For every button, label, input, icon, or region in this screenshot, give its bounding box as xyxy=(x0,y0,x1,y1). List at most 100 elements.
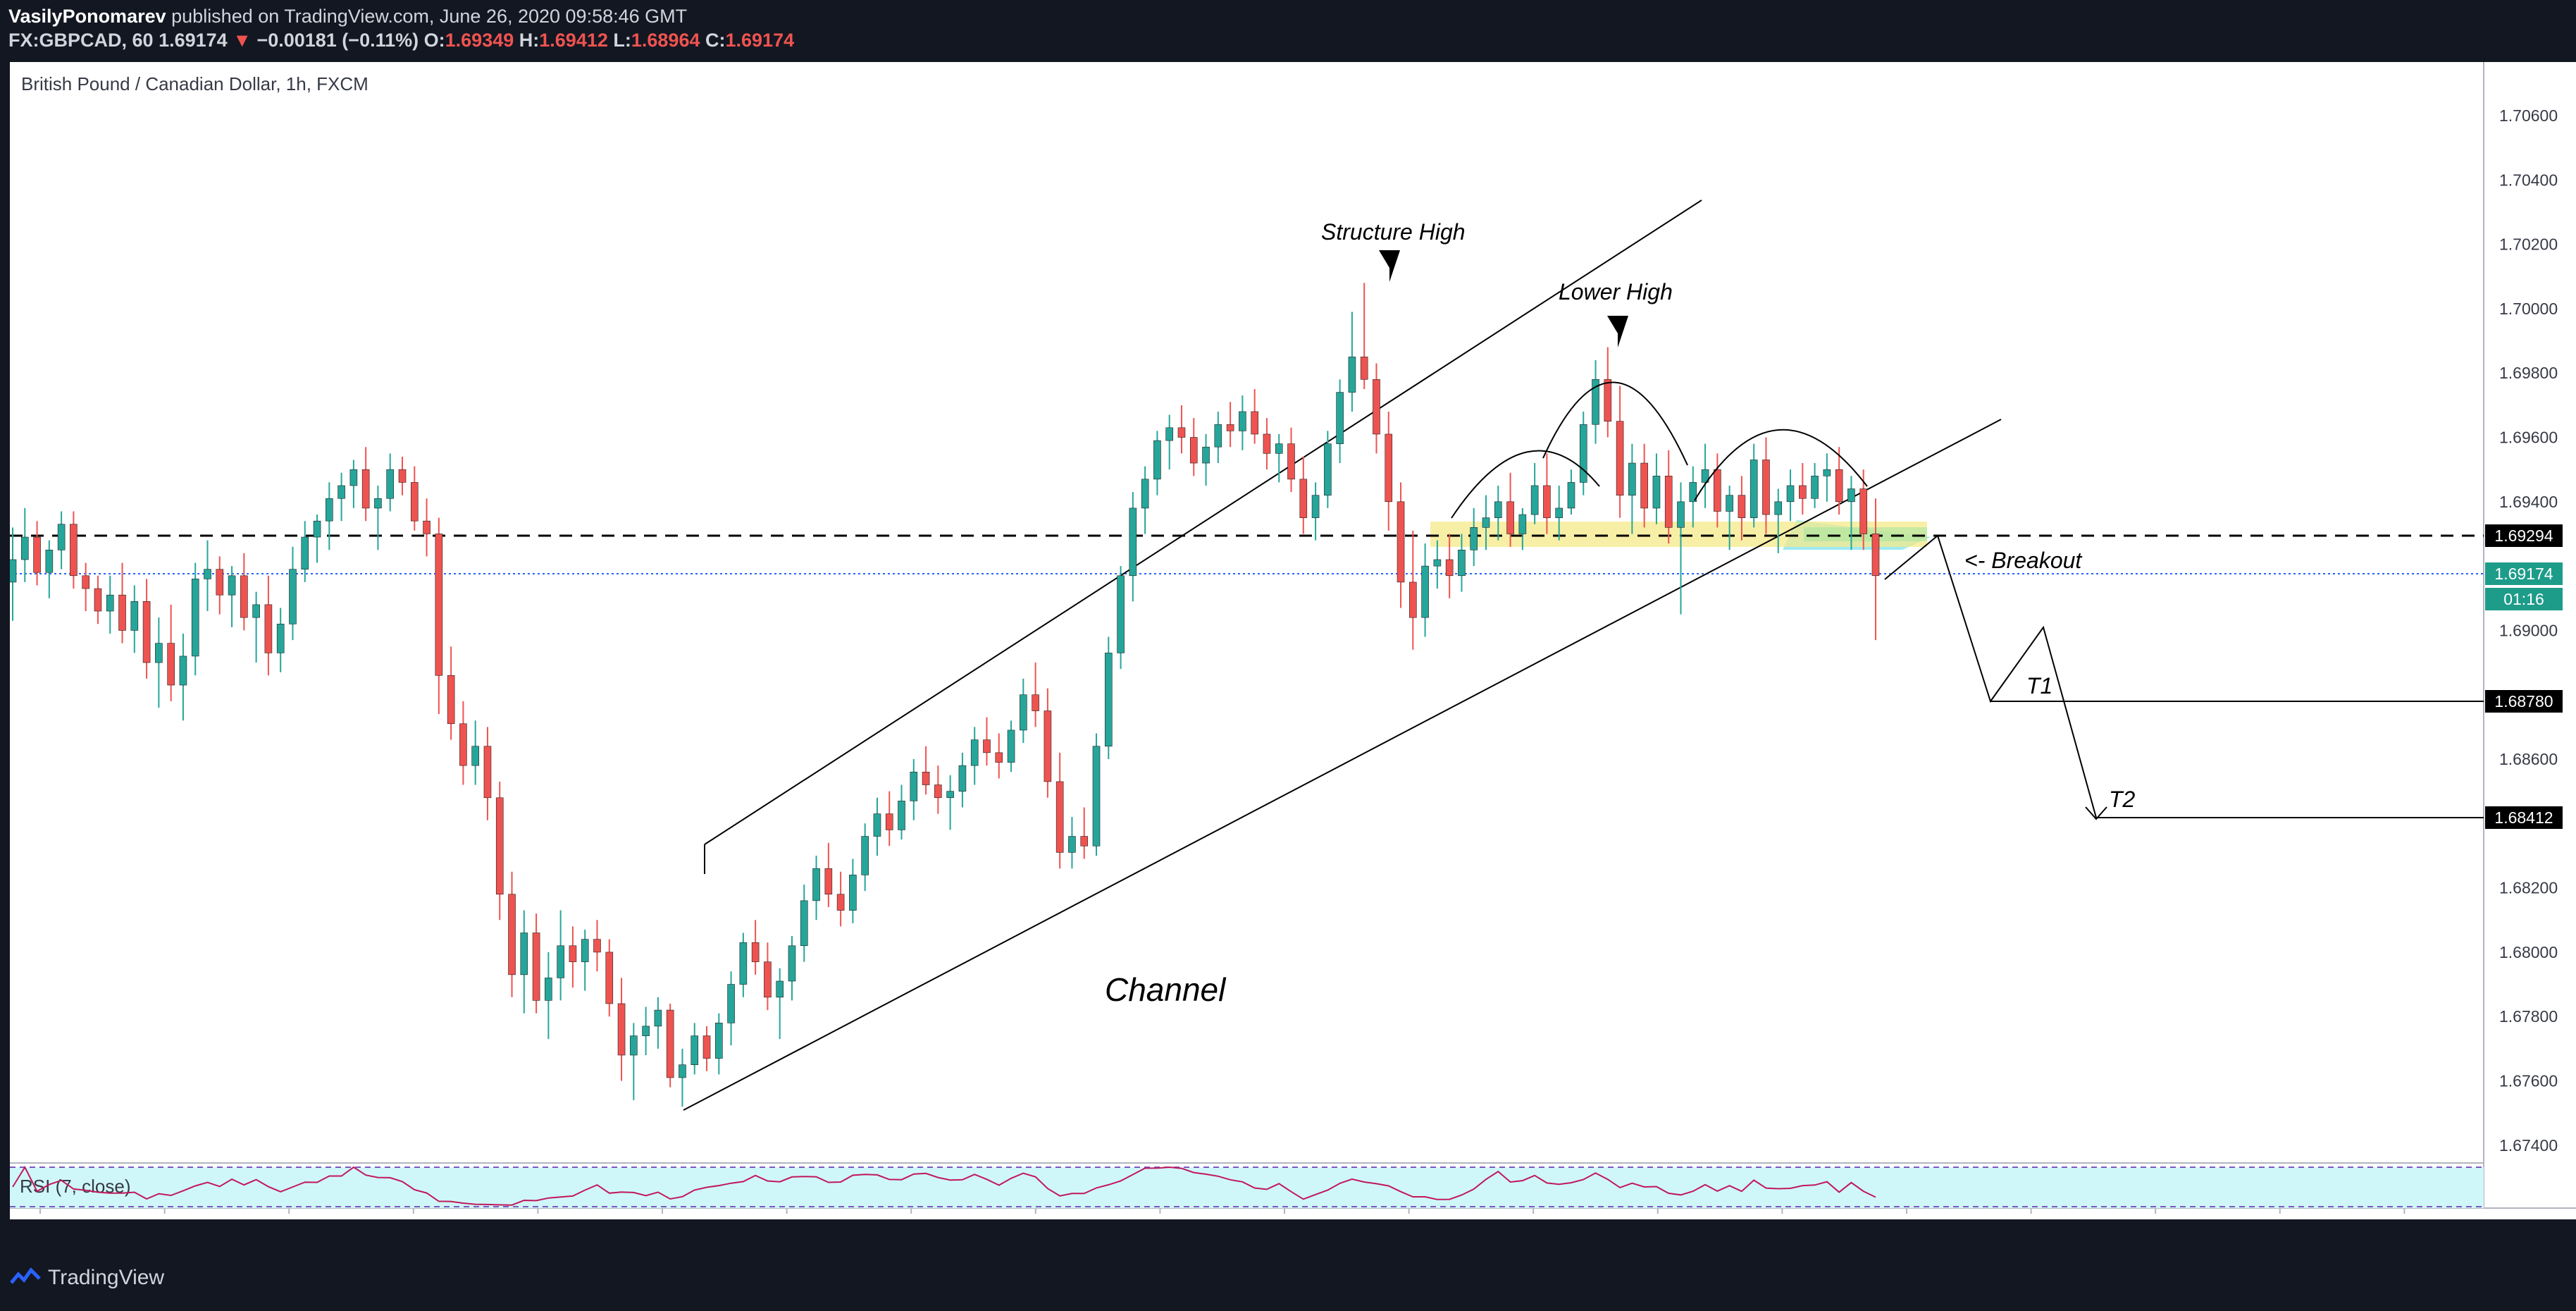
candle-body xyxy=(520,933,528,975)
candle-body xyxy=(617,1003,626,1056)
candle-body xyxy=(885,813,893,830)
candle-body xyxy=(1774,501,1783,515)
candle-body xyxy=(1189,437,1198,464)
candle-body xyxy=(569,945,577,962)
candle-body xyxy=(545,978,552,1001)
candle-body xyxy=(423,520,431,534)
change-value: −0.00181 (−0.11%) xyxy=(256,30,419,51)
candle-body xyxy=(1823,469,1831,476)
candle-body xyxy=(228,575,236,596)
candle-body xyxy=(1628,462,1636,496)
channel-label: Channel xyxy=(1105,971,1227,1008)
candle-body xyxy=(666,1009,674,1078)
candle-body xyxy=(983,739,991,753)
high-label: H: xyxy=(519,30,540,51)
open-label: O: xyxy=(423,30,445,51)
candle-body xyxy=(764,961,772,998)
t1-price-text: 1.68780 xyxy=(2494,692,2553,710)
price-tick-label: 1.69000 xyxy=(2499,621,2558,639)
price-tick-label: 1.70600 xyxy=(2499,106,2558,125)
chart-title: British Pound / Canadian Dollar, 1h, FXC… xyxy=(21,73,369,94)
candle-body xyxy=(8,559,17,583)
candle-body xyxy=(1336,392,1344,444)
candle-body xyxy=(1080,836,1089,847)
candle-body xyxy=(849,875,857,911)
candle-body xyxy=(1714,469,1721,512)
candle-body xyxy=(142,601,151,663)
candle-body xyxy=(581,939,589,962)
candle-body xyxy=(1543,485,1551,518)
candle-body xyxy=(1214,424,1222,448)
candle-body xyxy=(1506,501,1514,534)
candle-body xyxy=(1445,559,1454,577)
candle-body xyxy=(1055,781,1064,853)
candle-body xyxy=(361,469,370,509)
level-price-tag xyxy=(2485,524,2563,547)
author-name[interactable]: VasilyPonomarev xyxy=(8,6,166,27)
candle-body xyxy=(1007,730,1015,763)
close-value: 1.69174 xyxy=(725,30,795,51)
candle-body xyxy=(812,868,820,901)
candle-body xyxy=(1068,836,1076,853)
tradingview-logo-icon xyxy=(10,1267,41,1284)
candle-body xyxy=(593,939,601,953)
low-label: L: xyxy=(613,30,631,51)
last-price: 1.69174 xyxy=(159,30,228,51)
candle-body xyxy=(1530,485,1539,515)
candle-body xyxy=(1604,379,1612,421)
candle-body xyxy=(800,900,808,947)
t2-label: T2 xyxy=(2109,787,2136,812)
brand-name: TradingView xyxy=(48,1266,165,1289)
published-text: published on TradingView.com, June 26, 2… xyxy=(171,6,688,27)
candle-body xyxy=(1153,440,1161,480)
candle-body xyxy=(1385,433,1393,503)
candle-body xyxy=(57,524,66,550)
support-zone-overlap xyxy=(1804,527,1927,541)
candle-body xyxy=(532,933,540,1001)
price-chart[interactable]: British Pound / Canadian Dollar, 1h, FXC… xyxy=(8,62,2576,1251)
high-value: 1.69412 xyxy=(539,30,608,51)
candle-body xyxy=(130,601,139,631)
candle-body xyxy=(447,675,455,725)
candle-body xyxy=(495,797,504,895)
candle-body xyxy=(459,723,467,766)
candle-body xyxy=(1799,485,1807,499)
countdown-text: 01:16 xyxy=(2503,590,2544,608)
candle-body xyxy=(1738,495,1746,518)
tradingview-logo[interactable]: TradingView xyxy=(10,1266,164,1290)
candle-body xyxy=(1518,514,1527,534)
candle-body xyxy=(727,984,735,1023)
candle-body xyxy=(1482,517,1490,528)
candle-body xyxy=(191,579,199,657)
candle-body xyxy=(471,746,479,766)
chart-area[interactable]: British Pound / Canadian Dollar, 1h, FXC… xyxy=(8,62,2576,1251)
candle-body xyxy=(1287,443,1295,480)
candle-body xyxy=(630,1035,638,1056)
current-price-text: 1.69174 xyxy=(2494,565,2553,583)
rsi-band xyxy=(10,1167,2484,1208)
footer-bar: TradingView xyxy=(0,1219,2576,1311)
price-tick-label: 1.68600 xyxy=(2499,750,2558,768)
candle-body xyxy=(1592,379,1599,425)
candle-body xyxy=(1020,694,1027,731)
candle-body xyxy=(1032,694,1039,711)
candle-body xyxy=(1567,482,1575,509)
candle-body xyxy=(45,549,54,573)
candle-body xyxy=(1397,501,1405,583)
candle-body xyxy=(958,765,967,792)
candle-body xyxy=(739,942,748,985)
level-price-text: 1.69294 xyxy=(2494,527,2553,545)
candle-body xyxy=(1726,495,1733,512)
current-price-tag xyxy=(2485,562,2563,585)
candle-body xyxy=(1360,357,1368,380)
close-label: C: xyxy=(705,30,726,51)
symbol-label: FX:GBPCAD, 60 xyxy=(8,30,154,51)
candle-body xyxy=(1202,446,1210,464)
price-axis[interactable]: 1.70600 1.70400 1.70200 1.70000 1.69800 1.696… xyxy=(39,106,2558,1214)
channel-upper-line xyxy=(704,199,1702,845)
candle-body xyxy=(252,604,260,618)
candle-body xyxy=(654,1009,662,1027)
candle-body xyxy=(824,868,833,895)
price-tick-label: 1.69800 xyxy=(2499,364,2558,382)
price-tick-label: 1.68000 xyxy=(2499,943,2558,961)
